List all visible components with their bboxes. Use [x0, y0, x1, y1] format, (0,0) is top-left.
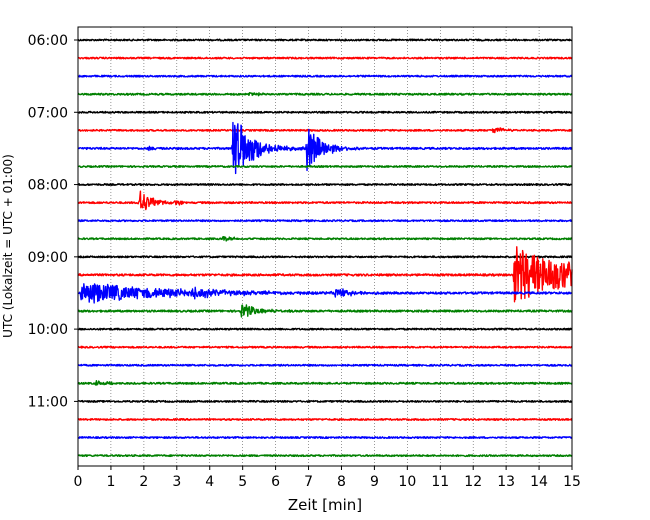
trace-0615 — [77, 56, 573, 60]
x-tick-label-9: 9 — [370, 474, 379, 490]
x-tick-label-10: 10 — [398, 474, 416, 490]
x-tick-label-6: 6 — [271, 474, 280, 490]
y-tick-label-0: 06:00 — [28, 33, 68, 49]
x-tick-label-4: 4 — [205, 474, 214, 490]
y-tick-label-4: 10:00 — [28, 322, 68, 338]
trace-0630 — [77, 74, 573, 78]
x-tick-label-13: 13 — [497, 474, 515, 490]
trace-1145 — [77, 454, 573, 458]
trace-0830 — [77, 219, 573, 223]
x-tick-label-15: 15 — [563, 474, 581, 490]
trace-0745 — [77, 164, 573, 168]
x-axis-label: Zeit [min] — [288, 496, 362, 514]
x-tick-label-0: 0 — [74, 474, 83, 490]
y-axis-label: UTC (Lokalzeit = UTC + 01:00) — [1, 154, 15, 338]
trace-1000 — [77, 327, 573, 331]
trace-0815 — [77, 190, 573, 211]
trace-0900 — [77, 255, 573, 259]
trace-0915 — [77, 246, 573, 303]
trace-0945 — [77, 304, 573, 318]
y-tick-label-3: 09:00 — [28, 250, 68, 266]
y-tick-label-5: 11:00 — [28, 394, 68, 410]
y-tick-label-2: 08:00 — [28, 178, 68, 194]
trace-0700 — [77, 110, 573, 114]
trace-1030 — [77, 363, 573, 367]
trace-0930 — [77, 283, 573, 304]
x-tick-label-8: 8 — [337, 474, 346, 490]
trace-0645 — [77, 92, 573, 97]
trace-0845 — [77, 236, 573, 242]
trace-0730 — [77, 121, 573, 175]
trace-1045 — [77, 380, 573, 386]
x-tick-label-2: 2 — [139, 474, 148, 490]
x-tick-label-11: 11 — [431, 474, 449, 490]
trace-1115 — [77, 417, 573, 421]
trace-layer — [77, 38, 573, 458]
trace-1130 — [77, 436, 573, 440]
x-tick-label-1: 1 — [106, 474, 115, 490]
y-axis-ticks: 06:00 07:00 08:00 09:00 10:00 11:00 — [28, 33, 78, 410]
y-tick-label-1: 07:00 — [28, 105, 68, 121]
trace-0800 — [77, 183, 573, 187]
trace-1015 — [77, 345, 573, 349]
x-tick-label-14: 14 — [530, 474, 548, 490]
x-tick-label-5: 5 — [238, 474, 247, 490]
trace-0715 — [77, 127, 573, 134]
x-axis-ticks: 0 1 2 3 4 5 6 7 8 9 10 11 12 13 14 15 — [74, 466, 581, 490]
plot-frame — [77, 26, 573, 467]
x-tick-label-3: 3 — [172, 474, 181, 490]
trace-0600 — [77, 38, 573, 42]
trace-1100 — [77, 399, 573, 403]
x-tick-label-7: 7 — [304, 474, 313, 490]
x-tick-label-12: 12 — [464, 474, 482, 490]
